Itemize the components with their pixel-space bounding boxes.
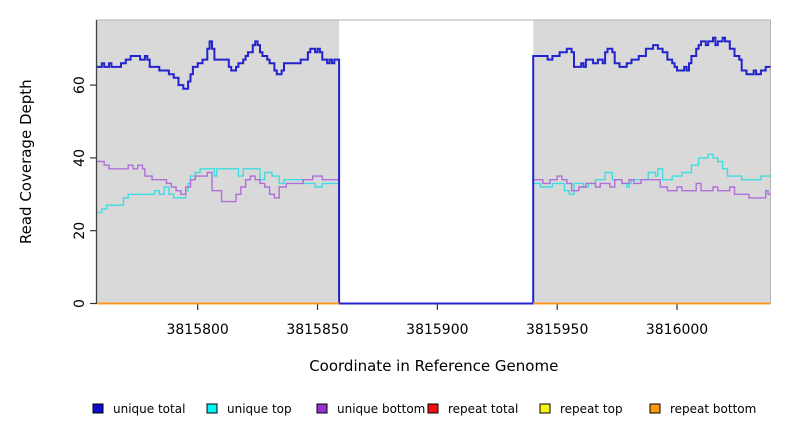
x-axis-title: Coordinate in Reference Genome — [309, 357, 558, 375]
series-line-unique-top — [97, 153, 771, 305]
x-axis-tick-label: 3815950 — [526, 322, 588, 338]
legend-item-unique-total: unique total — [92, 402, 185, 416]
legend-swatch — [206, 403, 218, 414]
legend-item-unique-top: unique top — [206, 402, 292, 416]
x-axis-tick-label: 3815800 — [166, 322, 228, 338]
y-axis-tick-label: 40 — [72, 149, 88, 167]
x-axis-tick-label: 3815900 — [406, 322, 468, 338]
covered-region-2 — [533, 20, 771, 304]
x-axis-tick-label: 3815850 — [286, 322, 348, 338]
legend-item-repeat-bottom: repeat bottom — [649, 402, 756, 416]
y-axis-title: Read Coverage Depth — [17, 79, 35, 244]
legend-label: unique bottom — [337, 402, 425, 416]
y-axis-tick-label: 60 — [72, 76, 88, 94]
legend-label: repeat bottom — [670, 402, 756, 416]
covered-region-1 — [97, 20, 340, 304]
series-line-unique-bottom — [97, 160, 771, 305]
legend-label: unique total — [113, 402, 185, 416]
legend-swatch — [539, 403, 551, 414]
legend-swatch — [427, 403, 439, 414]
y-axis-tick-label: 0 — [72, 299, 88, 308]
series-line-unique-total — [97, 36, 771, 305]
legend-item-repeat-top: repeat top — [539, 402, 623, 416]
legend-item-unique-bottom: unique bottom — [316, 402, 425, 416]
legend-label: repeat top — [560, 402, 623, 416]
legend-label: repeat total — [448, 402, 518, 416]
legend-item-repeat-total: repeat total — [427, 402, 518, 416]
legend-swatch — [316, 403, 328, 414]
x-axis-tick-label: 3816000 — [646, 322, 708, 338]
legend-label: unique top — [227, 402, 292, 416]
legend-swatch — [92, 403, 104, 414]
y-axis-tick-label: 20 — [72, 222, 88, 240]
legend-swatch — [649, 403, 661, 414]
